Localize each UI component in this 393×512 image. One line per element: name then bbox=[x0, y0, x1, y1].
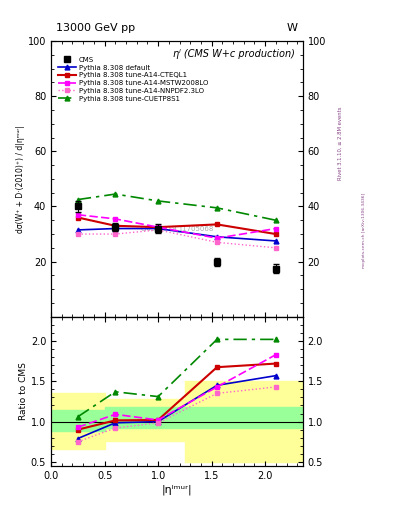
Text: Rivet 3.1.10, ≥ 2.8M events: Rivet 3.1.10, ≥ 2.8M events bbox=[338, 106, 343, 180]
Text: mcplots.cern.ch [arXiv:1306.3436]: mcplots.cern.ch [arXiv:1306.3436] bbox=[362, 193, 365, 268]
Legend: CMS, Pythia 8.308 default, Pythia 8.308 tune-A14-CTEQL1, Pythia 8.308 tune-A14-M: CMS, Pythia 8.308 default, Pythia 8.308 … bbox=[57, 55, 209, 103]
Text: W: W bbox=[286, 23, 298, 33]
Y-axis label: dσ(W⁺ + D·(2010)⁺) / d|ηᵐᵘʳ|: dσ(W⁺ + D·(2010)⁺) / d|ηᵐᵘʳ| bbox=[16, 125, 25, 233]
Y-axis label: Ratio to CMS: Ratio to CMS bbox=[19, 362, 28, 420]
Text: 13000 GeV pp: 13000 GeV pp bbox=[56, 23, 135, 33]
Text: ηˡ (CMS W+c production): ηˡ (CMS W+c production) bbox=[173, 49, 295, 59]
Text: CMS_2019_I1705068: CMS_2019_I1705068 bbox=[140, 225, 213, 232]
X-axis label: |ηˡᵐᵘʳ|: |ηˡᵐᵘʳ| bbox=[162, 485, 192, 496]
